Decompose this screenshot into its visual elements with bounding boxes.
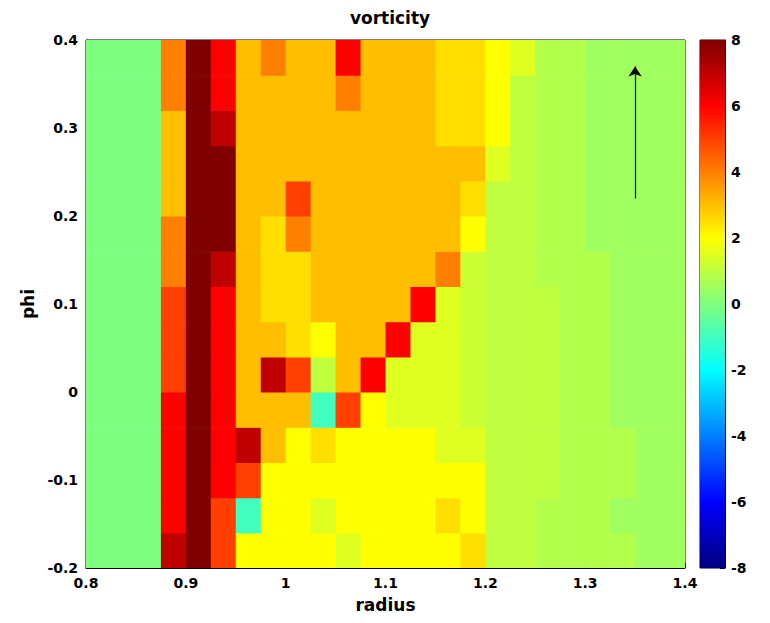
svg-text:0.1: 0.1 bbox=[53, 296, 78, 312]
svg-text:6: 6 bbox=[731, 98, 741, 114]
svg-text:radius: radius bbox=[355, 595, 415, 615]
svg-text:0: 0 bbox=[68, 384, 78, 400]
svg-text:0: 0 bbox=[731, 296, 741, 312]
svg-text:-2: -2 bbox=[731, 362, 747, 378]
svg-text:1.4: 1.4 bbox=[673, 575, 698, 591]
svg-text:1.3: 1.3 bbox=[573, 575, 598, 591]
svg-text:0.4: 0.4 bbox=[53, 32, 78, 48]
svg-text:-0.1: -0.1 bbox=[47, 472, 78, 488]
svg-text:1: 1 bbox=[281, 575, 291, 591]
svg-text:1.2: 1.2 bbox=[473, 575, 498, 591]
svg-text:2: 2 bbox=[731, 230, 741, 246]
svg-text:8: 8 bbox=[731, 32, 741, 48]
svg-text:phi: phi bbox=[18, 289, 38, 319]
svg-text:1.1: 1.1 bbox=[373, 575, 398, 591]
svg-text:-6: -6 bbox=[731, 494, 747, 510]
svg-text:0.8: 0.8 bbox=[74, 575, 99, 591]
svg-text:0.9: 0.9 bbox=[173, 575, 198, 591]
svg-text:-8: -8 bbox=[731, 560, 747, 576]
svg-text:0.3: 0.3 bbox=[53, 120, 78, 136]
svg-text:-0.2: -0.2 bbox=[47, 560, 78, 576]
svg-text:0.2: 0.2 bbox=[53, 208, 78, 224]
svg-text:vorticity: vorticity bbox=[350, 8, 430, 28]
svg-text:4: 4 bbox=[731, 164, 741, 180]
svg-text:-4: -4 bbox=[731, 428, 747, 444]
